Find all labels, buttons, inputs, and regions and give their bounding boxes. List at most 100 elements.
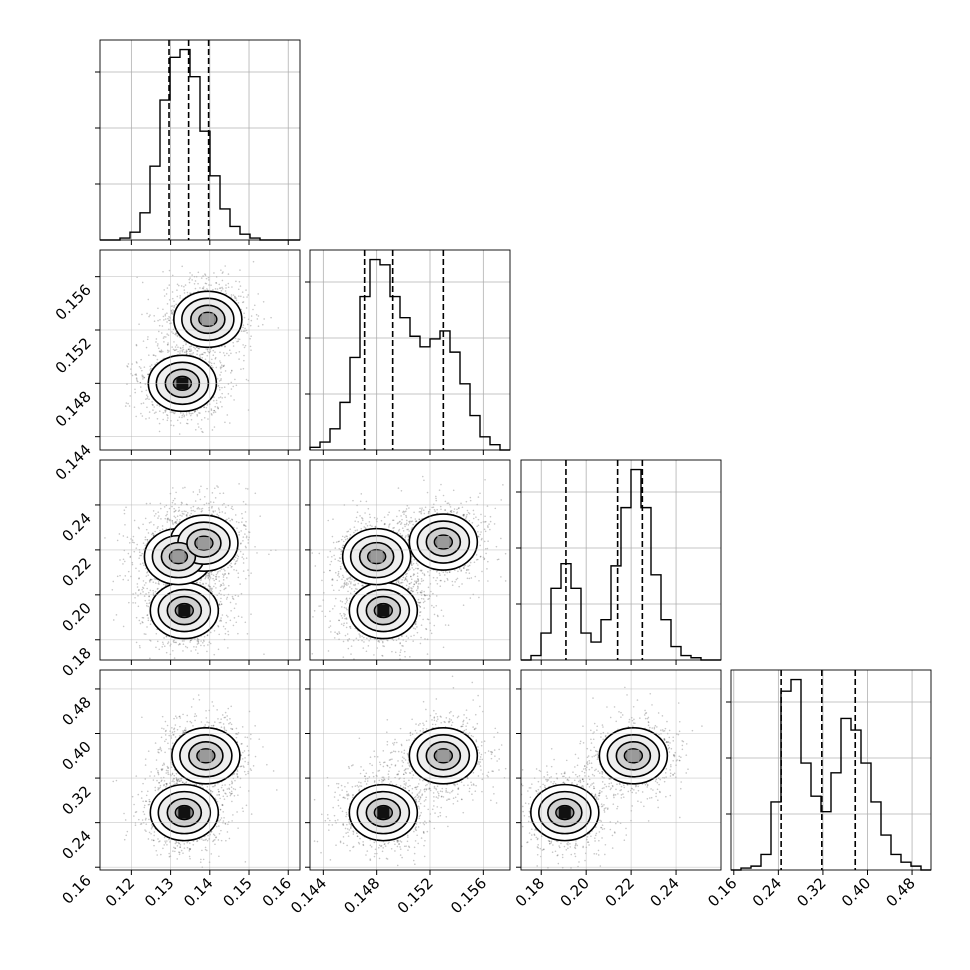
sample-point [218,603,221,606]
sample-point [245,520,247,523]
sample-point [243,354,245,357]
sample-point [143,366,146,368]
sample-point [213,653,216,656]
sample-point [218,509,220,511]
sample-point [346,608,348,611]
sample-point [131,561,134,564]
sample-point [177,346,179,348]
sample-point [218,592,221,595]
sample-point [176,335,179,338]
sample-point [345,607,347,610]
sample-point [147,298,150,301]
sample-point [423,607,426,609]
sample-point [206,354,209,357]
sample-point [249,337,251,340]
sample-point [152,354,155,356]
sample-point [231,369,233,372]
sample-point [244,511,247,513]
sample-point [236,558,239,560]
sample-point [212,349,215,352]
sample-point [211,513,213,516]
panel-background [100,250,300,450]
sample-point [204,577,206,580]
sample-point [166,312,168,315]
sample-point [164,409,166,412]
sample-point [171,346,173,348]
sample-point [420,636,422,639]
sample-point [234,514,237,516]
panel-content [124,260,280,435]
sample-point [203,351,205,354]
sample-point [412,627,415,629]
sample-point [324,615,327,618]
panel-frame [99,459,301,661]
sample-point [159,502,162,505]
sample-point [203,406,205,408]
sample-point [232,294,235,296]
sample-point [122,563,124,565]
sample-point [157,525,159,528]
sample-point [210,413,213,415]
sample-point [174,503,176,505]
sample-point [185,350,188,353]
sample-point [227,572,230,575]
sample-point [196,353,198,356]
sample-point [156,361,158,364]
sample-point [197,506,200,509]
sample-point [226,596,229,599]
sample-point [190,348,192,350]
sample-point [208,284,210,286]
sample-point [201,287,204,290]
sample-point [242,558,245,560]
sample-point [219,389,221,391]
sample-point [141,588,143,591]
sample-point [206,634,209,637]
sample-point [419,611,422,613]
sample-point [241,517,244,520]
sample-point [238,531,240,533]
sample-point [228,354,230,357]
sample-point [165,584,167,586]
sample-point [223,386,226,389]
sample-point [426,653,429,655]
sample-point [179,350,181,352]
sample-point [210,364,213,367]
sample-point [242,324,245,326]
sample-point [428,597,431,600]
sample-point [217,507,220,509]
sample-point [242,562,245,564]
sample-point [140,358,142,361]
sample-point [206,288,208,290]
sample-point [153,578,156,580]
sample-point [225,614,228,617]
sample-point [232,624,235,627]
sample-point [171,505,173,508]
sample-point [141,616,144,619]
sample-point [420,624,423,626]
sample-point [207,572,210,575]
sample-point [182,348,185,351]
sample-point [235,280,237,283]
sample-point [183,351,186,354]
sample-point [160,349,163,351]
sample-point [222,625,225,628]
sample-point [213,409,216,412]
sample-point [215,578,217,580]
sample-point [246,296,248,298]
sample-point [235,384,238,387]
sample-point [150,619,152,622]
sample-point [146,614,149,617]
sample-point [175,348,178,351]
sample-point [224,512,227,514]
sample-point [175,491,177,494]
sample-point [150,367,152,370]
sample-point [215,573,218,576]
sample-point [359,634,361,637]
sample-point [146,587,148,590]
sample-point [163,341,165,343]
sample-point [247,294,250,296]
sample-point [181,349,183,352]
sample-point [179,643,181,646]
sample-point [165,584,167,586]
sample-point [226,518,228,521]
